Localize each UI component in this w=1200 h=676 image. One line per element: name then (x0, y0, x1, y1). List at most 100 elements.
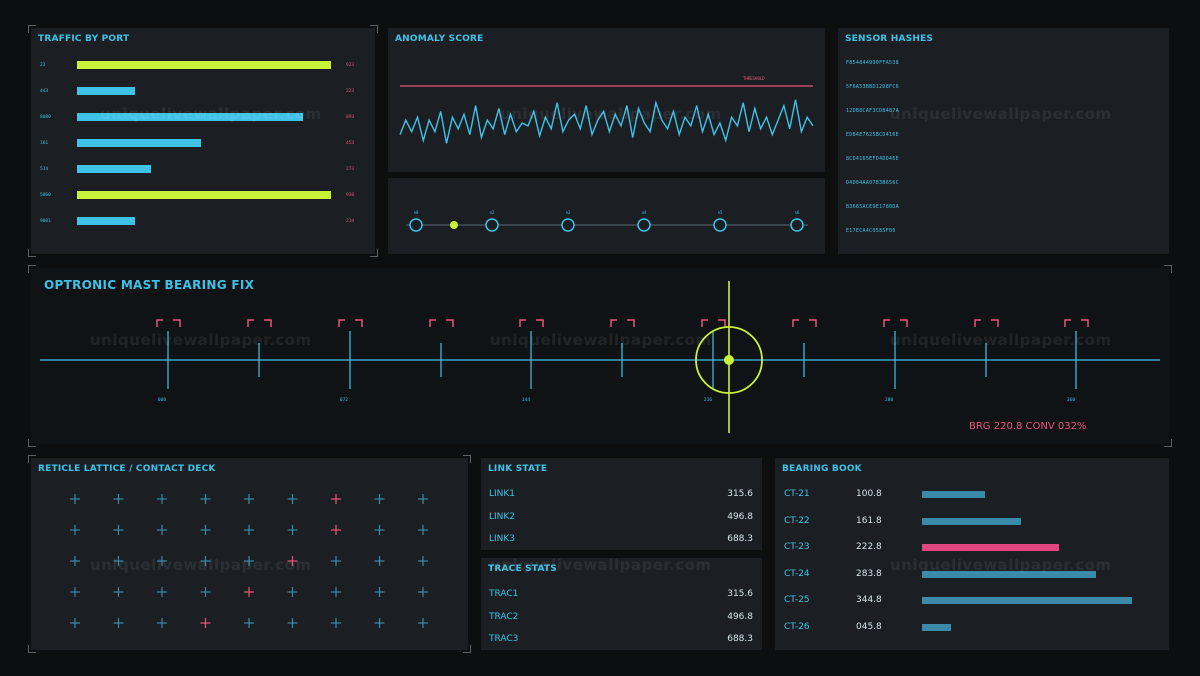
contact-marker[interactable] (331, 494, 341, 504)
port-bar (77, 87, 136, 95)
target-bracket-left (883, 319, 890, 327)
bearing-id: CT-25 (784, 595, 810, 605)
lattice-cross[interactable] (113, 618, 124, 628)
target-bracket-right (627, 319, 635, 327)
lattice-cross[interactable] (70, 494, 80, 504)
lattice-cross[interactable] (244, 618, 254, 628)
timeline-node[interactable] (790, 218, 804, 232)
lattice-cross[interactable] (418, 556, 428, 566)
lattice-cross[interactable] (331, 556, 341, 566)
lattice-cross[interactable] (374, 556, 385, 566)
row-label: TRAC3 (489, 634, 519, 644)
lattice-cross[interactable] (287, 587, 298, 597)
lattice-cross[interactable] (418, 587, 428, 597)
lattice-cross[interactable] (374, 618, 385, 628)
lattice-cross[interactable] (70, 618, 80, 628)
contact-marker[interactable] (331, 525, 341, 535)
lattice-cross[interactable] (287, 494, 298, 504)
lattice-cross[interactable] (70, 525, 80, 535)
lattice-cross[interactable] (374, 587, 385, 597)
lattice-cross[interactable] (331, 587, 341, 597)
lattice-cross[interactable] (418, 618, 428, 628)
bearing-value: 161.8 (856, 515, 882, 526)
lattice-cross[interactable] (157, 494, 167, 504)
lattice-cross[interactable] (374, 494, 385, 504)
bearing-id: CT-21 (784, 489, 810, 499)
anomaly-chart: THRESHOLD (399, 76, 814, 144)
row-value: 496.8 (727, 611, 753, 622)
trace-stats-title: TRACE STATS (488, 564, 557, 574)
bearing-scale[interactable]: 000 072 144 216 288 360 (31, 268, 1169, 444)
hash-item: B3665ACE9E1780DA (846, 204, 899, 210)
bearing-value: 222.8 (856, 542, 882, 552)
lattice-cross[interactable] (287, 618, 298, 628)
lattice-cross[interactable] (418, 525, 428, 535)
bearing-value: 283.8 (856, 568, 882, 579)
lattice-cross[interactable] (374, 525, 385, 535)
port-value: 273 (346, 167, 355, 172)
target-bracket-right (991, 319, 999, 327)
lattice-cross[interactable] (113, 556, 124, 566)
threshold-label: THRESHOLD (743, 76, 765, 81)
lattice-cross[interactable] (200, 494, 211, 504)
lattice-cross[interactable] (70, 587, 80, 597)
port-bar (77, 191, 331, 199)
timeline-node-label: n4 (642, 210, 647, 215)
port-value: 930 (346, 193, 355, 198)
timeline-node-active[interactable] (450, 221, 458, 229)
port-bar (77, 165, 151, 173)
reticle-lattice[interactable] (31, 458, 468, 650)
lattice-cross[interactable] (331, 618, 341, 628)
lattice-cross[interactable] (157, 587, 167, 597)
lattice-cross[interactable] (200, 556, 211, 566)
bearing-id: CT-22 (784, 515, 810, 526)
port-bar (77, 139, 202, 147)
lattice-cross[interactable] (418, 494, 428, 504)
lattice-cross[interactable] (113, 494, 124, 504)
timeline-node[interactable] (713, 218, 727, 232)
port-value: 223 (346, 89, 355, 94)
lattice-cross[interactable] (244, 494, 254, 504)
contact-marker[interactable] (287, 556, 298, 566)
bearing-id: CT-24 (784, 568, 810, 579)
contact-marker[interactable] (200, 618, 211, 628)
target-bracket-right (264, 319, 272, 327)
link-state-title: LINK STATE (488, 464, 548, 474)
trace-stats-panel: TRACE STATS TRAC1 315.6 TRAC2 496.8 TRAC3 688… (481, 558, 762, 650)
port-value: 453 (346, 141, 355, 146)
lattice-cross[interactable] (244, 525, 254, 535)
mast-panel: OPTRONIC MAST BEARING FIX 000 072 144 216 28… (28, 265, 1172, 447)
lattice-cross[interactable] (200, 587, 211, 597)
timeline-node[interactable] (485, 218, 499, 232)
row-label: TRAC2 (489, 611, 519, 622)
bearing-value: 045.8 (856, 621, 882, 632)
target-bracket-right (718, 319, 726, 327)
hash-item: 12DB8CAF3CD8487A (846, 108, 899, 114)
hash-item: 5F6A53BBD12D8FC6 (846, 84, 899, 90)
scale-label: 288 (885, 397, 893, 403)
timeline-node[interactable] (561, 218, 575, 232)
lattice-cross[interactable] (244, 556, 254, 566)
lattice-cross[interactable] (70, 556, 80, 566)
target-bracket-left (792, 319, 799, 327)
port-label: 9001 (40, 219, 51, 224)
scale-label: 360 (1067, 397, 1075, 403)
lattice-cross[interactable] (157, 618, 167, 628)
port-label: 443 (40, 89, 49, 94)
lattice-cross[interactable] (113, 525, 124, 535)
row-label: TRAC1 (489, 589, 519, 599)
lattice-cross[interactable] (157, 525, 167, 535)
lattice-cross[interactable] (287, 525, 298, 535)
bearing-book-panel: BEARING BOOK CT-21 100.8 CT-22 161.8 CT-23 22… (775, 458, 1169, 650)
timeline-node[interactable] (637, 218, 651, 232)
bearing-id: CT-26 (784, 621, 810, 632)
scale-label: 072 (340, 397, 348, 403)
lattice-cross[interactable] (113, 587, 124, 597)
timeline-node[interactable] (409, 218, 423, 232)
lattice-cross[interactable] (157, 556, 167, 566)
bearing-bar (922, 491, 985, 498)
lattice-cross[interactable] (200, 525, 211, 535)
contact-marker[interactable] (244, 587, 254, 597)
reticle-ring[interactable] (695, 326, 763, 394)
hash-item: D4D04AA07B3B656C (846, 180, 899, 186)
